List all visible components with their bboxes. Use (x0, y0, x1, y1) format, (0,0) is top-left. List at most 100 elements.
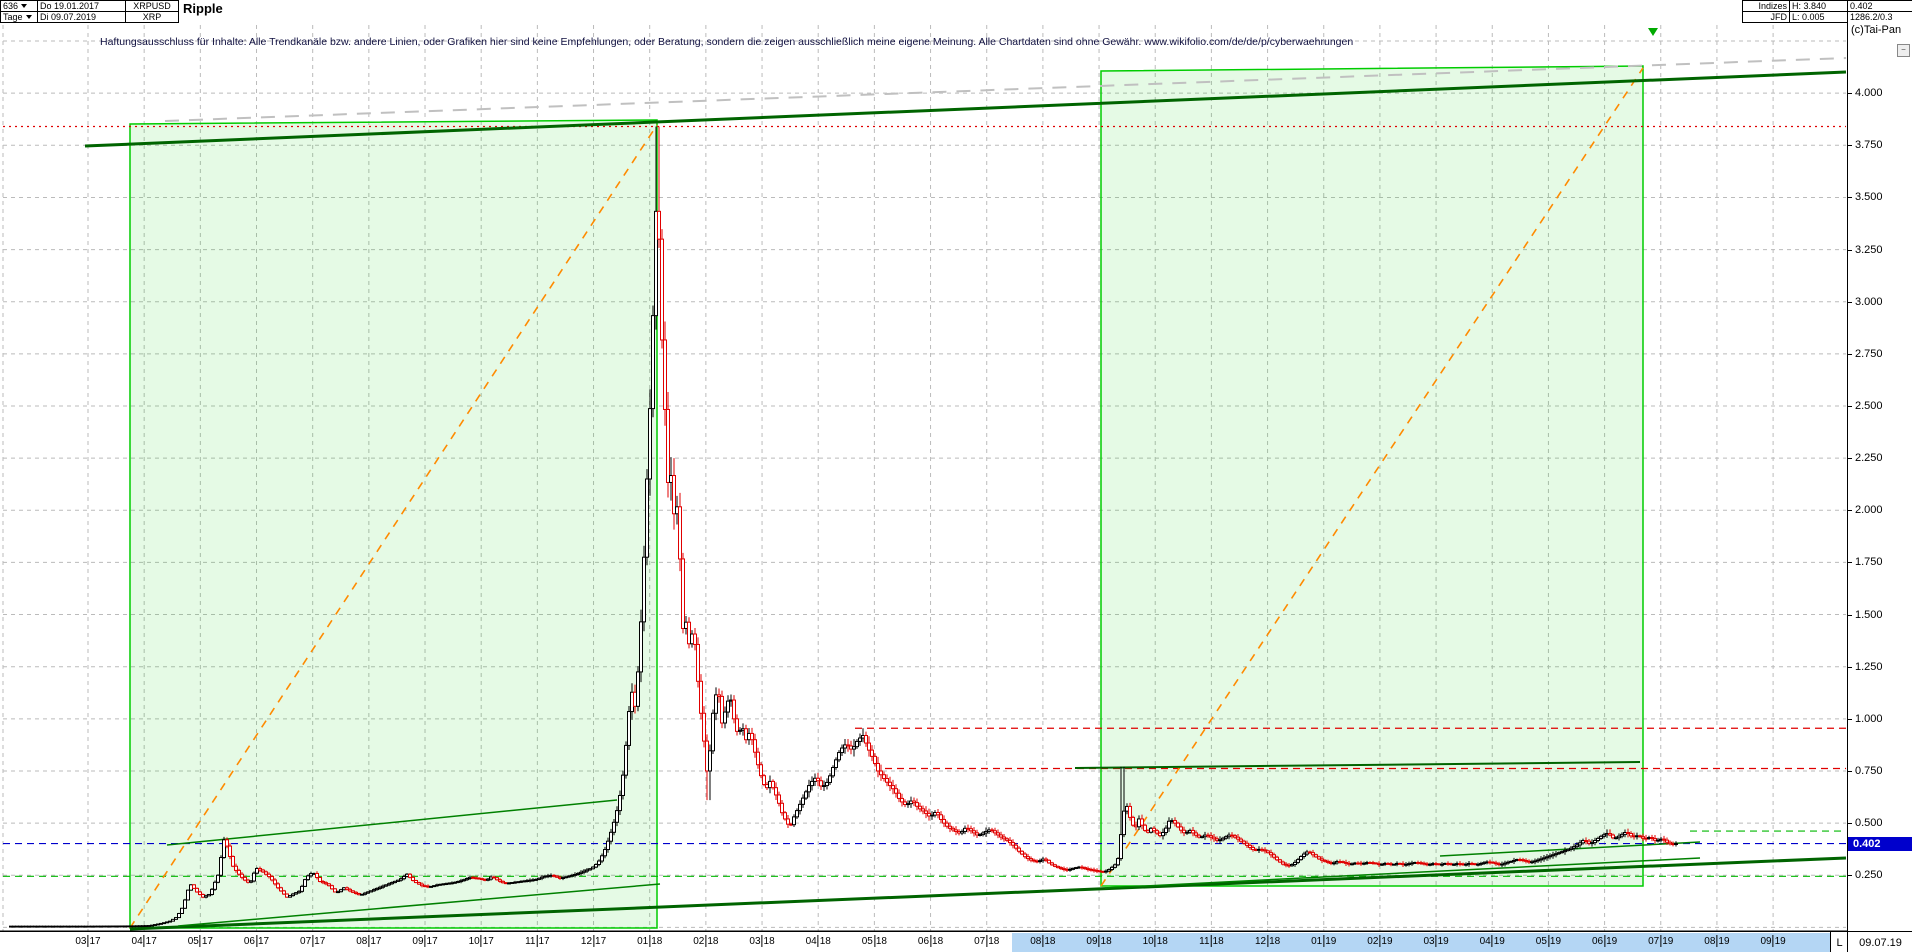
candle-body (786, 818, 790, 825)
candle-body (954, 829, 958, 832)
candle-body (642, 556, 646, 623)
candle-body (810, 780, 814, 787)
last-price-value: 0.402 (1850, 1, 1873, 11)
price-axis-tick (1848, 614, 1852, 616)
candle-body (774, 787, 778, 796)
candle-body (1503, 862, 1507, 865)
candle-body (1548, 855, 1552, 858)
candle-body (1116, 858, 1120, 866)
time-axis-label: 02 19 (1367, 935, 1393, 947)
candle-body (726, 700, 730, 713)
candle-body (1026, 856, 1030, 860)
candle-body (1176, 822, 1180, 828)
price-axis[interactable]: 4.000 3.750 3.500 3.250 3.000 2.750 2.500 2.250… (1847, 22, 1912, 931)
candle-body (210, 888, 214, 895)
candle-body (654, 210, 658, 317)
candle-body (1002, 836, 1006, 840)
candle-body (1164, 827, 1168, 834)
candle-body (945, 822, 949, 827)
price-axis-label: 2.750 (1855, 347, 1883, 360)
candle-body (738, 729, 742, 732)
candle-body (1320, 858, 1324, 861)
candle-body (1113, 864, 1117, 868)
candle-body (711, 712, 715, 752)
candle-body (1110, 866, 1114, 871)
category-value: Indizes (1758, 1, 1787, 11)
candle-body (681, 558, 685, 629)
price-axis-tick (1848, 249, 1852, 251)
candle-body (540, 876, 544, 879)
candle-body (687, 621, 691, 645)
minimize-icon[interactable]: − (1897, 44, 1910, 57)
candle-body (1653, 837, 1657, 841)
candle-body (237, 869, 241, 875)
impulse-line-2019 (1100, 67, 1644, 887)
candle-body (1119, 834, 1123, 860)
candle-body (837, 752, 841, 761)
period-dropdown[interactable]: Tage (0, 11, 38, 23)
candle-body (1140, 818, 1144, 826)
price-axis-tick (1848, 666, 1852, 668)
price-axis-label: 1.000 (1855, 712, 1883, 725)
time-axis-label: 08 19 (1704, 935, 1730, 947)
candle-body (585, 869, 589, 872)
candle-body (798, 803, 802, 812)
time-axis-label: 05 18 (861, 935, 887, 947)
chevron-down-icon (25, 15, 32, 19)
candle-body (993, 830, 997, 834)
candle-body (1617, 835, 1621, 839)
candle-body (828, 775, 832, 783)
candle-body (276, 883, 280, 889)
impulse-line-2017 (129, 124, 658, 929)
candle-body (942, 818, 946, 824)
time-axis-tick (1098, 935, 1100, 947)
candle-body (1167, 820, 1171, 829)
candle-body (1662, 838, 1666, 841)
candle-body (1665, 839, 1669, 843)
candle-body (1596, 837, 1600, 842)
candle-body (225, 839, 229, 847)
candle-body (864, 735, 868, 744)
candle-body (393, 880, 397, 884)
candle-body (1278, 859, 1282, 863)
candle-body (183, 899, 187, 909)
time-axis-label: 03 19 (1423, 935, 1449, 947)
wedge-2017-lower (177, 883, 661, 927)
candle-body (321, 881, 325, 884)
time-axis[interactable]: L 09.07.19 03 17 04 17 05 17 06 17 07 17 08 17 09 17 1… (0, 931, 1912, 952)
candle-body (1143, 824, 1147, 831)
candle-body (1242, 840, 1246, 844)
candle-body (1641, 836, 1645, 839)
candle-body (1323, 859, 1327, 862)
price-axis-label: 2.500 (1855, 400, 1883, 412)
time-axis-label: 09 18 (1086, 935, 1112, 947)
candle-body (948, 825, 952, 829)
instrument-name: Ripple (183, 1, 223, 16)
candle-body (984, 830, 988, 834)
candle-body (714, 694, 718, 714)
price-axis-label: 2.000 (1855, 504, 1883, 517)
time-axis-label: 01 19 (1311, 935, 1337, 947)
price-axis-label: 3.500 (1855, 191, 1883, 204)
candle-body (1050, 862, 1054, 866)
candle-body (1263, 849, 1267, 852)
candle-body (267, 873, 271, 878)
candle-body (1281, 861, 1285, 865)
candle-body (912, 800, 916, 804)
price-axis-tick (1848, 562, 1852, 564)
candle-body (1302, 853, 1306, 857)
candle-body (291, 893, 295, 897)
date-to-cell[interactable]: Di 09.07.2019 (37, 11, 126, 23)
candle-body (372, 889, 376, 892)
candle-body (1551, 854, 1555, 857)
date-from-value: Do 19.01.2017 (40, 1, 100, 11)
candle-body (750, 732, 754, 741)
candle-body (495, 877, 499, 881)
candle-body (1212, 836, 1216, 840)
candle-body (645, 478, 649, 558)
candle-body (327, 883, 331, 887)
candle-body (939, 814, 943, 820)
candle-body (1131, 816, 1135, 826)
candle-body (177, 912, 181, 919)
